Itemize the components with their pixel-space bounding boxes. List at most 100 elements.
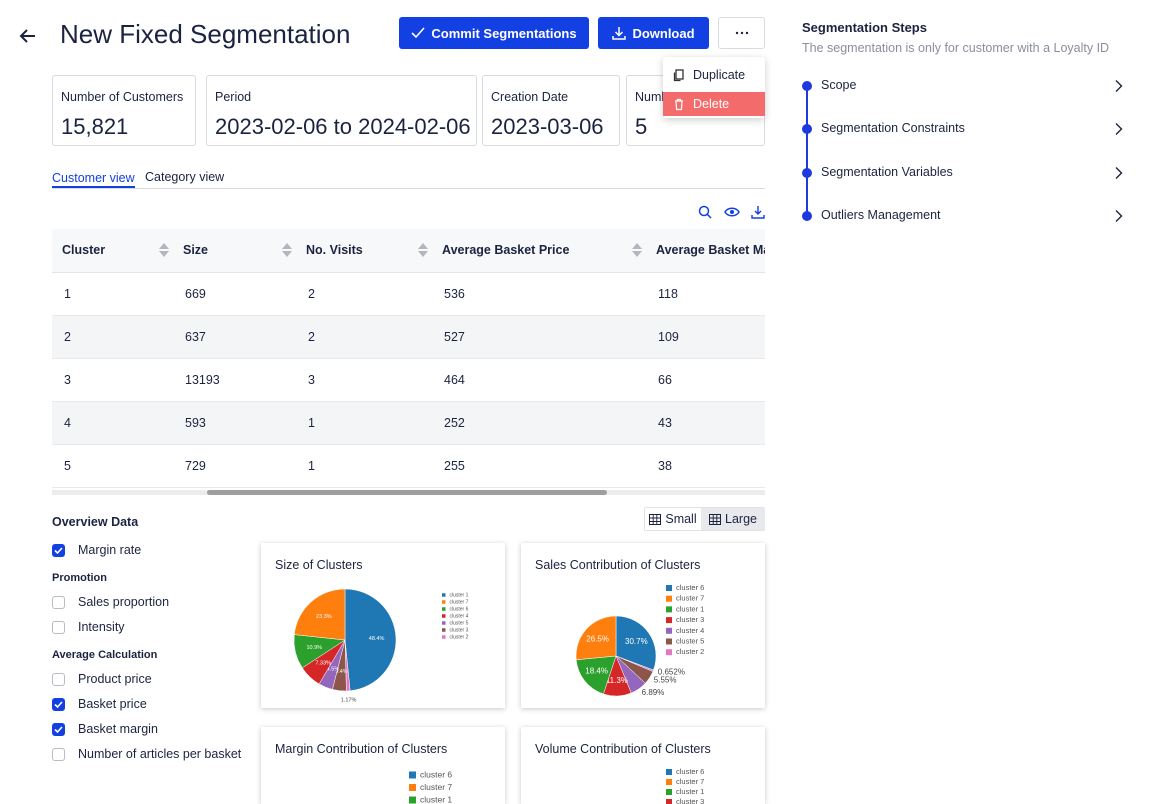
checkbox[interactable] [52,698,65,711]
group-title: Promotion [52,572,107,584]
step-label[interactable]: Segmentation Variables [821,164,953,179]
step-label[interactable]: Scope [821,78,857,92]
chevron-icon [1115,123,1123,136]
table-cell: 109 [658,330,679,344]
stat-value: 5 [635,114,648,139]
legend-swatch [666,617,672,624]
legend-swatch [409,796,416,804]
legend-swatch [442,614,446,618]
back-button[interactable] [18,26,38,46]
checkbox[interactable] [52,621,65,634]
value-label: 4.4% [335,669,348,675]
toggle-label: Small [665,512,697,526]
legend-label: cluster 2 [676,647,704,656]
search-icon[interactable] [698,205,712,219]
legend-label: cluster 7 [676,777,704,786]
table-cell: 4 [64,416,71,430]
chevron-icon [1115,166,1123,179]
scroll-thumb[interactable] [207,490,607,495]
table-cell: 464 [444,373,465,387]
legend-swatch [666,638,672,645]
toggle-label: Large [725,512,757,526]
export-icon[interactable] [751,206,765,219]
legend-swatch [666,769,672,775]
table-cell: 1 [308,459,315,473]
legend-label: cluster 1 [450,592,469,598]
download-button[interactable]: Download [598,17,709,49]
checkbox-label: Product price [78,672,152,686]
checkbox[interactable] [52,596,65,609]
legend-label: cluster 4 [676,626,704,635]
overview-title: Overview Data [52,515,139,529]
step-dot [802,81,812,91]
pie-slice [344,588,397,692]
sort-down [282,251,292,257]
stat-card: Period 2023-02-06 to 2024-02-06 [206,75,477,146]
checkbox-label: Margin rate [78,543,142,557]
step-label[interactable]: Outliers Management [821,207,941,222]
step-dot [802,167,812,178]
step-chevron[interactable] [1114,166,1124,185]
column-header: Average Basket Margin [656,243,765,257]
table-cell: 2 [308,287,315,301]
checkbox[interactable] [52,673,65,686]
legend-label: cluster 6 [676,583,704,592]
legend-swatch [666,606,672,613]
sort-up [418,243,428,249]
step-chevron[interactable] [1114,209,1124,228]
tab-indicator [52,186,135,188]
checkbox-label: Basket price [78,697,147,711]
sort-icon[interactable] [631,242,643,258]
menu-label: Delete [693,97,730,111]
table-cell: 536 [444,287,465,301]
table-cell: 593 [185,416,206,430]
data-table: Cluster Size No. Visits Average Basket Pric… [52,229,765,489]
sort-up [159,243,169,249]
legend-swatch [442,635,446,639]
chart-title: Size of Clusters [275,558,363,572]
sort-up [632,243,642,249]
legend-label: cluster 1 [420,794,452,804]
eye-icon[interactable] [724,207,740,217]
value-label: 7.33% [315,660,331,666]
checkbox[interactable] [52,544,65,557]
menu-item[interactable]: Duplicate [663,63,765,87]
more-button[interactable] [718,17,765,49]
column-header: Cluster [62,243,106,257]
value-label: 10.9% [306,645,322,651]
legend-swatch [442,628,446,632]
value-label: 30.7% [625,637,648,646]
toggle-option[interactable]: Large [701,508,765,530]
sort-icon[interactable] [417,242,429,258]
step-label[interactable]: Segmentation Constraints [821,121,965,136]
toggle-option[interactable]: Small [645,508,701,530]
step-chevron[interactable] [1114,122,1124,141]
legend-swatch [409,771,416,779]
table-cell: 3 [64,373,71,387]
sort-icon[interactable] [158,242,170,258]
legend-swatch [666,779,672,785]
column-header: Average Basket Price [442,243,570,257]
duplicate-icon [673,68,684,81]
checkbox[interactable] [52,748,65,761]
chevron-icon [1115,80,1123,92]
stat-value: 2023-03-06 [491,114,604,139]
tab[interactable]: Category view [145,170,225,184]
legend-label: cluster 7 [450,599,469,605]
pie-chart: Margin Contribution of Clusters cluster 6… [275,742,452,804]
checkbox-label: Intensity [78,620,125,634]
pie-slice [615,615,657,671]
toggle-box: Small Large [644,507,765,531]
sort-icon[interactable] [281,242,293,258]
table-cell: 255 [444,459,465,473]
step-chevron[interactable] [1114,79,1124,98]
tab[interactable]: Customer view [52,171,135,185]
stat-card: Number of Customers 15,821 [52,75,196,146]
menu-item[interactable]: Delete [663,92,765,116]
checkbox[interactable] [52,723,65,736]
check-mark [54,726,63,734]
commit-button[interactable]: Commit Segmentations [399,17,589,49]
column-header: No. Visits [306,243,363,257]
table-toolbar [698,205,765,219]
legend-swatch [666,585,672,591]
